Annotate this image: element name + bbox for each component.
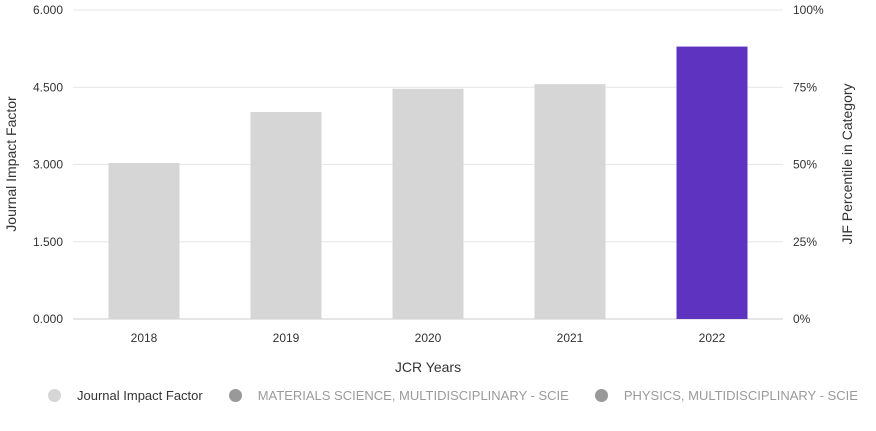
- x-tick-label: 2020: [415, 331, 442, 345]
- jif-bar-chart: 0.000 1.500 3.000 4.500 6.000 0% 25% 50% 75% 100…: [3, 3, 855, 375]
- legend-label: Journal Impact Factor: [77, 388, 203, 403]
- legend-marker-physics: [594, 389, 608, 402]
- y-axis-right-title: JIF Percentile in Category: [839, 83, 855, 244]
- bar-2019[interactable]: [250, 111, 322, 319]
- x-axis-title: JCR Years: [395, 359, 461, 375]
- legend-item-materials-science[interactable]: MATERIALS SCIENCE, MULTIDISCIPLINARY - S…: [228, 388, 569, 403]
- legend-item-journal-impact-factor[interactable]: Journal Impact Factor: [48, 388, 203, 403]
- bars: [108, 46, 748, 319]
- x-tick-label: 2021: [557, 331, 584, 345]
- y-left-tick-label: 0.000: [33, 312, 63, 326]
- bar-2021[interactable]: [534, 84, 606, 319]
- y-left-tick-label: 1.500: [33, 235, 63, 249]
- y-right-tick-label: 50%: [793, 158, 817, 172]
- bar-2020[interactable]: [392, 88, 464, 319]
- legend-label: PHYSICS, MULTIDISCIPLINARY - SCIE: [623, 388, 858, 403]
- x-tick-label: 2019: [273, 331, 300, 345]
- y-left-tick-label: 3.000: [33, 158, 63, 172]
- legend-marker-jif: [48, 389, 61, 402]
- legend-label: MATERIALS SCIENCE, MULTIDISCIPLINARY - S…: [257, 388, 569, 403]
- x-tick-label: 2022: [699, 331, 726, 345]
- y-left-tick-label: 6.000: [33, 3, 63, 17]
- x-tick-label: 2018: [131, 331, 158, 345]
- y-axis-left-ticks: 0.000 1.500 3.000 4.500 6.000: [33, 3, 63, 326]
- y-axis-left-title: Journal Impact Factor: [3, 96, 19, 232]
- y-right-tick-label: 100%: [793, 3, 824, 17]
- bar-2022[interactable]: [676, 46, 748, 319]
- legend-marker-materials-science: [228, 389, 242, 402]
- x-axis-ticks: 2018 2019 2020 2021 2022: [131, 331, 726, 345]
- legend: Journal Impact Factor MATERIALS SCIENCE,…: [48, 388, 876, 403]
- bar-2018[interactable]: [108, 162, 180, 319]
- y-right-tick-label: 25%: [793, 235, 817, 249]
- y-right-tick-label: 75%: [793, 80, 817, 94]
- y-right-tick-label: 0%: [793, 312, 811, 326]
- legend-item-physics[interactable]: PHYSICS, MULTIDISCIPLINARY - SCIE: [594, 388, 858, 403]
- y-left-tick-label: 4.500: [33, 80, 63, 94]
- y-axis-right-ticks: 0% 25% 50% 75% 100%: [793, 3, 824, 326]
